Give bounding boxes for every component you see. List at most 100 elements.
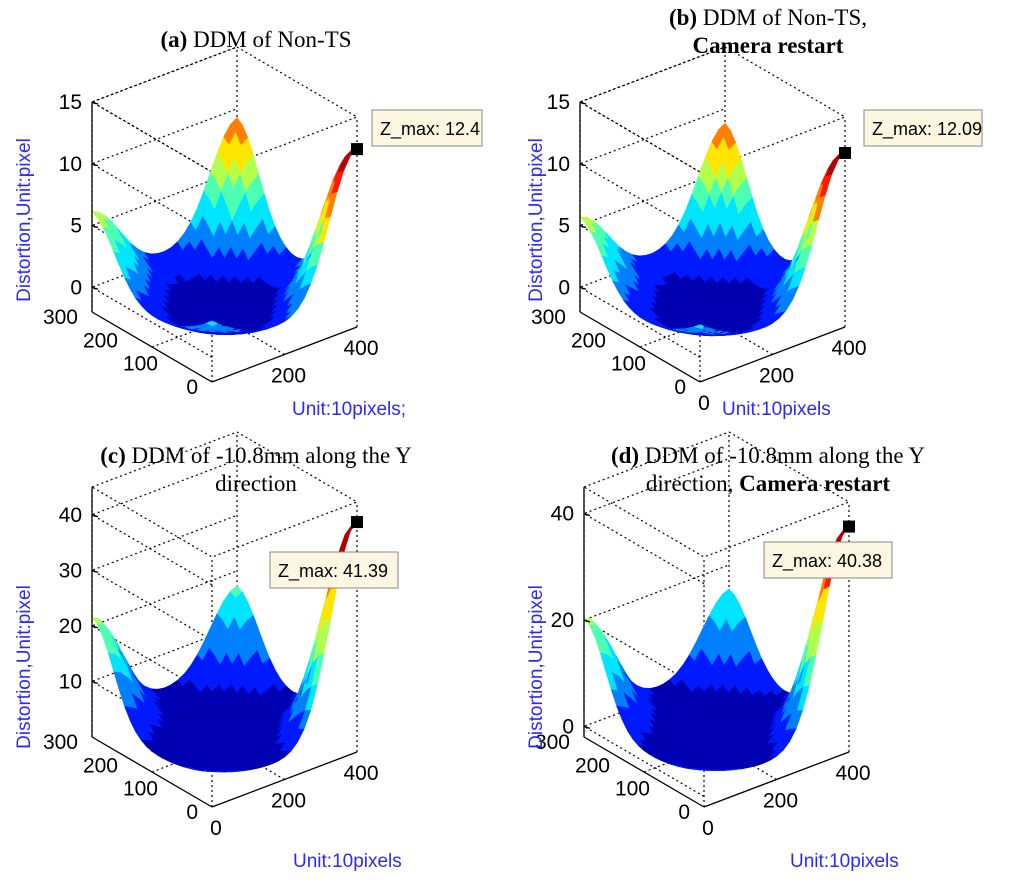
x-axis-line bbox=[211, 326, 358, 383]
datatip: Z_max: 40.38 bbox=[763, 541, 893, 579]
z-tick-label: 10 bbox=[59, 153, 82, 176]
z-axis-label: Distortion,Unit:pixel bbox=[14, 138, 35, 302]
y-axis-line bbox=[583, 736, 705, 808]
z-tick-mark bbox=[91, 569, 99, 573]
z-axis-label: Distortion,Unit:pixel bbox=[14, 585, 35, 749]
grid-floor bbox=[639, 291, 786, 348]
z-tick-label: 0 bbox=[558, 276, 570, 299]
panel-d-surface-plot: 0204001002003000200400Distortion,Unit:pi… bbox=[526, 431, 899, 872]
z-tick-mark bbox=[91, 680, 99, 685]
x-axis-label: Unit:10pixels; bbox=[292, 399, 406, 420]
panel-d-title-text: DDM of -10.8mm along the Y bbox=[639, 443, 926, 468]
datatip-text: Z_max: 12.09 bbox=[872, 119, 982, 140]
x-axis-line bbox=[699, 326, 846, 383]
y-tick-label: 0 bbox=[674, 376, 686, 399]
grid-floor bbox=[151, 291, 298, 348]
z-tick-label: 15 bbox=[59, 91, 82, 114]
y-tick-label: 200 bbox=[571, 329, 606, 352]
z-tick-label: 5 bbox=[70, 215, 82, 238]
y-tick-label: 200 bbox=[575, 754, 610, 777]
panel-b-title-text: DDM of Non-TS, bbox=[697, 5, 868, 30]
panel-b-title-label: (b) bbox=[668, 5, 698, 30]
z-tick-mark bbox=[583, 619, 591, 623]
z-tick-mark bbox=[579, 286, 587, 290]
panel-c: (c) DDM of -10.8mm along the Y direction… bbox=[0, 431, 512, 884]
panel-c-title-label: (c) bbox=[100, 443, 126, 468]
z-tick-mark bbox=[91, 286, 99, 290]
z-axis-label: Distortion,Unit:pixel bbox=[526, 585, 547, 749]
y-tick-label: 0 bbox=[186, 376, 198, 399]
x-axis-line bbox=[211, 751, 358, 808]
x-tick-label: 400 bbox=[831, 337, 866, 360]
max-marker bbox=[843, 520, 855, 533]
x-axis-label: Unit:10pixels bbox=[790, 851, 899, 872]
y-axis-line bbox=[91, 736, 213, 808]
x-tick-label: 0 bbox=[702, 817, 714, 840]
datatip: Z_max: 12.09 bbox=[863, 109, 983, 147]
grid-zline bbox=[90, 46, 238, 173]
datatip-box bbox=[763, 541, 893, 579]
datatip-text: Z_max: 41.39 bbox=[278, 561, 388, 582]
x-tick-label: 200 bbox=[763, 790, 798, 813]
y-tick-label: 100 bbox=[611, 353, 646, 376]
x-tick-label: 0 bbox=[210, 817, 222, 840]
y-tick-label: 0 bbox=[186, 801, 198, 824]
datatip-text: Z_max: 12.4 bbox=[380, 119, 480, 140]
y-tick-label: 100 bbox=[615, 778, 650, 801]
datatip-box bbox=[863, 109, 983, 147]
grid-zline bbox=[578, 231, 726, 358]
panel-a-title: (a) DDM of Non-TS bbox=[0, 26, 512, 54]
grid-top bbox=[90, 431, 359, 558]
grid-zline bbox=[90, 459, 238, 586]
z-tick-mark bbox=[91, 514, 99, 518]
y-tick-label: 200 bbox=[83, 754, 118, 777]
z-tick-label: 40 bbox=[59, 504, 82, 527]
grid-zline bbox=[90, 108, 238, 235]
grid-zline bbox=[578, 108, 726, 235]
datatip-box bbox=[371, 109, 483, 147]
x-tick-label: 0 bbox=[698, 392, 710, 415]
panel-d-title: (d) DDM of -10.8mm along the Y direction… bbox=[512, 442, 1024, 498]
z-tick-label: 40 bbox=[551, 503, 574, 526]
x-tick-label: 200 bbox=[271, 365, 306, 388]
y-axis-line bbox=[91, 311, 213, 383]
panel-d-title-line2-bold: Camera restart bbox=[739, 471, 891, 496]
y-tick-label: 300 bbox=[43, 306, 78, 329]
surface bbox=[91, 117, 358, 335]
z-tick-label: 30 bbox=[59, 559, 82, 582]
z-tick-mark bbox=[583, 725, 591, 729]
max-marker bbox=[351, 143, 363, 156]
datatip: Z_max: 12.4 bbox=[371, 109, 483, 147]
grid-zline bbox=[578, 46, 726, 173]
y-tick-label: 100 bbox=[123, 353, 158, 376]
panel-d-title-label: (d) bbox=[610, 443, 640, 468]
panel-c-title: (c) DDM of -10.8mm along the Y direction bbox=[0, 442, 512, 498]
z-tick-label: 0 bbox=[70, 276, 82, 299]
x-axis-label: Unit:10pixels bbox=[293, 851, 402, 872]
panel-a-title-text: DDM of Non-TS bbox=[187, 27, 352, 52]
z-tick-label: 20 bbox=[59, 615, 82, 638]
z-tick-mark bbox=[91, 101, 99, 105]
grid-zline bbox=[582, 564, 730, 691]
z-tick-mark bbox=[579, 224, 587, 229]
grid-zline bbox=[90, 231, 238, 358]
grid-top bbox=[582, 431, 851, 558]
max-marker bbox=[839, 146, 851, 159]
y-axis-line bbox=[579, 311, 701, 383]
z-axis-label: Distortion,Unit:pixel bbox=[526, 138, 547, 302]
panel-b-title: (b) DDM of Non-TS, Camera restart bbox=[512, 4, 1024, 60]
z-tick-label: 15 bbox=[547, 91, 570, 114]
grid-zline bbox=[90, 514, 238, 641]
y-tick-label: 300 bbox=[43, 731, 78, 754]
y-tick-label: 300 bbox=[535, 731, 570, 754]
x-tick-label: 200 bbox=[271, 790, 306, 813]
z-tick-label: 0 bbox=[562, 715, 574, 738]
panel-b-title-line2: Camera restart bbox=[692, 33, 844, 58]
y-tick-label: 0 bbox=[678, 801, 690, 824]
x-axis-label: Unit:10pixels bbox=[722, 399, 831, 420]
x-tick-label: 400 bbox=[343, 337, 378, 360]
panel-c-title-line2: direction bbox=[215, 471, 297, 496]
